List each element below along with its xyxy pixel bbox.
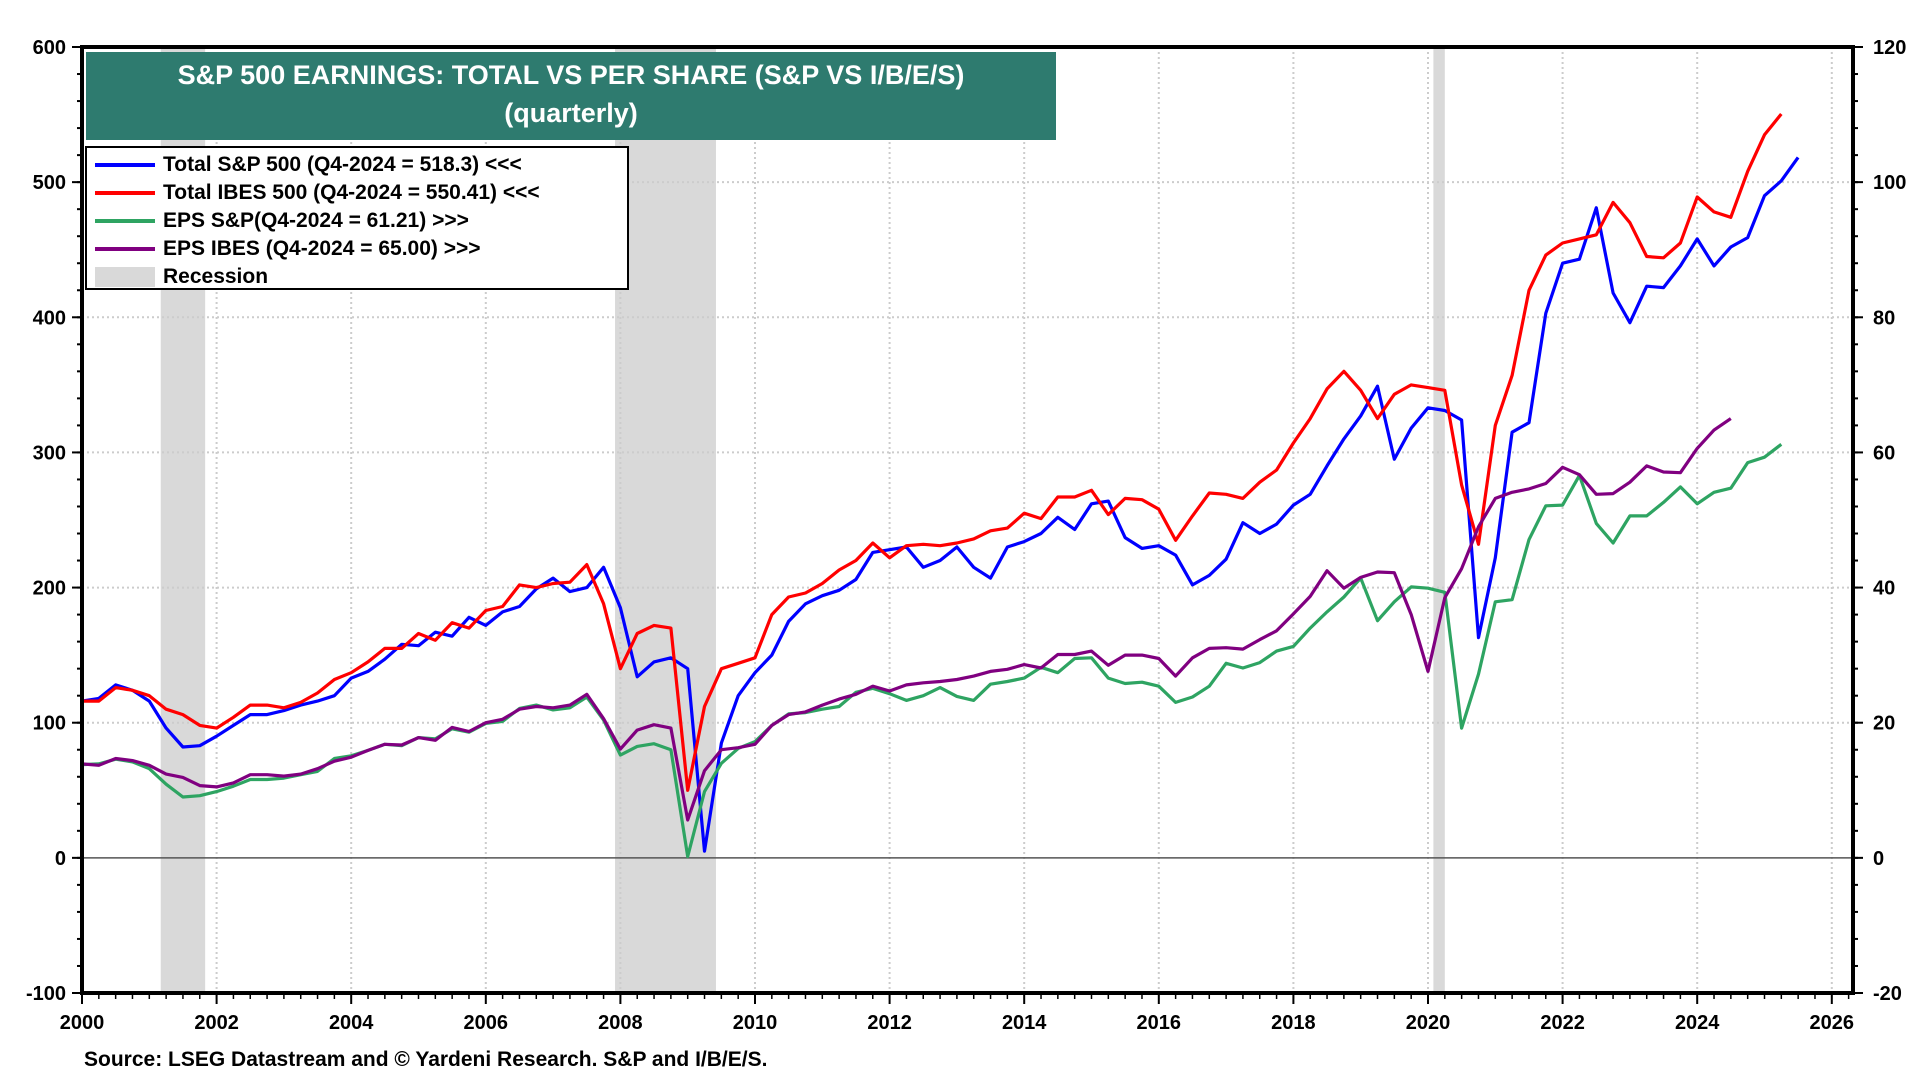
chart-title-box: S&P 500 EARNINGS: TOTAL VS PER SHARE (S&…	[86, 52, 1056, 140]
legend-swatch	[95, 247, 155, 251]
x-tick-label: 2000	[60, 1012, 105, 1034]
x-tick-label: 2010	[733, 1012, 778, 1034]
x-tick-label: 2016	[1137, 1012, 1182, 1034]
chart-title: S&P 500 EARNINGS: TOTAL VS PER SHARE (S&…	[177, 60, 965, 90]
right-tick-label: 60	[1873, 442, 1895, 464]
legend-item: Recession	[95, 263, 627, 291]
left-tick-label: 500	[33, 172, 66, 194]
x-tick-label: 2002	[194, 1012, 239, 1034]
grid	[82, 47, 1853, 993]
legend-swatch	[95, 191, 155, 195]
legend-item: Total IBES 500 (Q4-2024 = 550.41) <<<	[95, 179, 627, 207]
legend-label: Total S&P 500 (Q4-2024 = 518.3) <<<	[163, 153, 522, 176]
legend-swatch	[95, 163, 155, 167]
legend-item: Total S&P 500 (Q4-2024 = 518.3) <<<	[95, 151, 627, 179]
left-tick-label: 0	[55, 848, 66, 870]
left-tick-label: 100	[33, 713, 66, 735]
right-tick-label: -20	[1873, 983, 1902, 1005]
left-tick-label: 600	[33, 37, 66, 59]
left-tick-label: -100	[26, 983, 66, 1005]
legend-swatch-recession	[95, 267, 155, 287]
series-line-2	[82, 112, 1783, 792]
right-tick-label: 40	[1873, 578, 1895, 600]
legend-item: EPS S&P(Q4-2024 = 61.21) >>>	[95, 207, 627, 235]
right-tick-label: 80	[1873, 307, 1895, 329]
x-tick-label: 2006	[464, 1012, 509, 1034]
x-tick-label: 2014	[1002, 1012, 1047, 1034]
legend-label: EPS S&P(Q4-2024 = 61.21) >>>	[163, 209, 469, 232]
recession-band	[615, 47, 716, 993]
x-tick-label: 2026	[1810, 1012, 1855, 1034]
right-tick-label: 120	[1873, 37, 1906, 59]
left-axis: -100 0 100 200 300 400 500 600	[26, 37, 82, 1005]
plot-frame	[80, 45, 1855, 995]
x-tick-label: 2020	[1406, 1012, 1451, 1034]
x-tick-label: 2022	[1540, 1012, 1585, 1034]
right-tick-label: 20	[1873, 713, 1895, 735]
source-note: Source: LSEG Datastream and © Yardeni Re…	[84, 1048, 768, 1071]
x-tick-label: 2012	[867, 1012, 912, 1034]
legend-label: Recession	[163, 265, 269, 288]
series-line-1	[81, 156, 1800, 853]
legend-label: Total IBES 500 (Q4-2024 = 550.41) <<<	[163, 181, 540, 204]
legend-item: EPS IBES (Q4-2024 = 65.00) >>>	[95, 235, 627, 263]
left-tick-label: 200	[33, 578, 66, 600]
right-axis: -20 0 20 40 60 80 100 120	[1853, 37, 1906, 1005]
recession-band	[1433, 47, 1445, 993]
x-axis: 2000 2002 2004 2006 2008 2010 2012 2014 2016 2018…	[60, 993, 1854, 1034]
legend-swatch	[95, 219, 155, 223]
legend: Total S&P 500 (Q4-2024 = 518.3) <<< Tota…	[85, 146, 629, 290]
chart-subtitle: (quarterly)	[504, 98, 638, 128]
x-tick-label: 2018	[1271, 1012, 1316, 1034]
x-tick-label: 2004	[329, 1012, 374, 1034]
x-tick-label: 2024	[1675, 1012, 1720, 1034]
right-tick-label: 0	[1873, 848, 1884, 870]
x-tick-label: 2008	[598, 1012, 643, 1034]
legend-label: EPS IBES (Q4-2024 = 65.00) >>>	[163, 237, 481, 260]
left-tick-label: 300	[33, 442, 66, 464]
series-line-4	[81, 417, 1732, 822]
left-tick-label: 400	[33, 307, 66, 329]
series-line-3	[81, 443, 1783, 859]
right-tick-label: 100	[1873, 172, 1906, 194]
series-lines	[81, 112, 1800, 859]
